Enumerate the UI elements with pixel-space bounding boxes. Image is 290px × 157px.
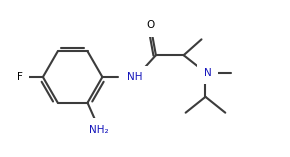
- Text: NH₂: NH₂: [89, 125, 108, 135]
- Text: O: O: [147, 20, 155, 30]
- Text: N: N: [204, 68, 211, 78]
- Text: NH: NH: [127, 72, 143, 82]
- Text: F: F: [17, 72, 23, 82]
